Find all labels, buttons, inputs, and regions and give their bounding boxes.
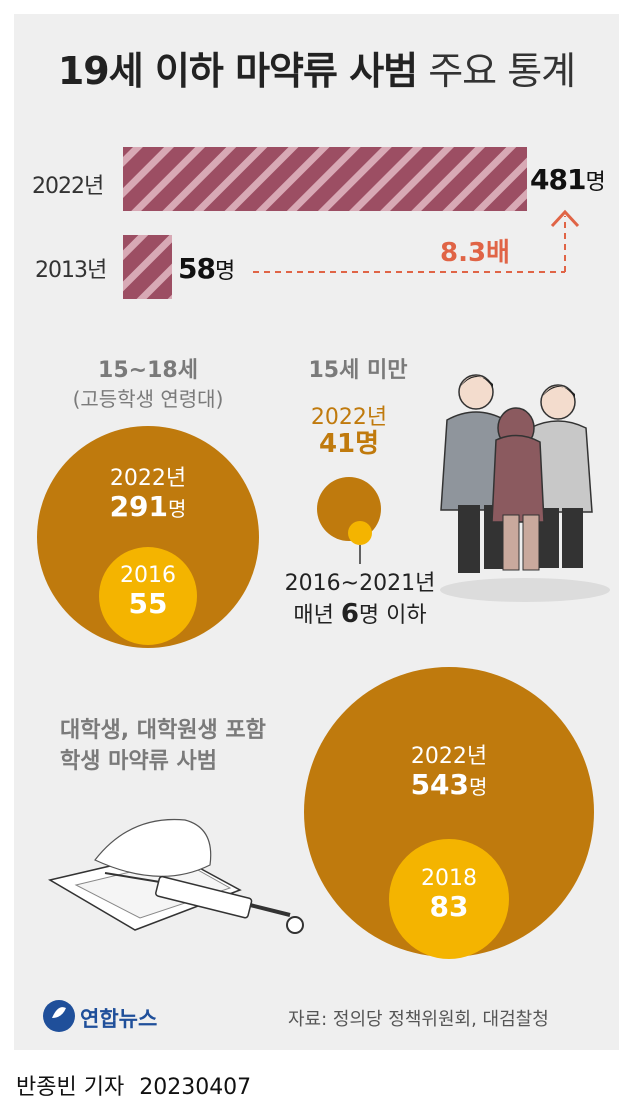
bubble-15-18-inner-year: 2016 [120, 563, 176, 588]
bubble-students-inner-year: 2018 [421, 866, 477, 891]
bubble-under15-inner [348, 521, 372, 545]
bubble-15-18-outer-text: 2022년 291명 [68, 466, 228, 523]
bubble-15-18-outer [37, 426, 259, 648]
bubble-students-year: 2022년 [410, 744, 488, 769]
bar-label-2022: 2022년 [32, 174, 104, 199]
yonhap-logo-icon [43, 1000, 75, 1032]
title-light: 주요 통계 [428, 49, 576, 93]
group-under15-title: 15세 미만 [308, 358, 408, 383]
bar-2022 [123, 147, 527, 211]
source-text: 자료: 정의당 정책위원회, 대검찰청 [288, 1009, 549, 1030]
logo-text: 연합뉴스 [80, 1007, 158, 1031]
bubble-students-inner [389, 839, 509, 959]
bubble-15-18-inner-text: 2016 55 [108, 563, 188, 620]
students-illustration [440, 374, 610, 602]
bar-2013 [123, 235, 172, 299]
page-title: 19세 이하 마약류 사범 주요 통계 [0, 40, 633, 95]
group-15-18-subtitle: (고등학생 연령대) [72, 387, 224, 411]
bar-value-2022: 481명 [530, 163, 606, 196]
bubble-students-outer [304, 667, 594, 957]
bubble-students-value: 543명 [410, 768, 488, 802]
ratio-arrow [253, 209, 580, 273]
bubble-students-inner-text: 2018 83 [399, 866, 499, 923]
under15-note: 2016~2021년 매년 6명 이하 [265, 570, 455, 630]
ratio-label: 8.3배 [440, 238, 510, 268]
syringe-illustration [48, 818, 304, 934]
bubble-under15-value: 41명 [318, 429, 380, 460]
bubble-15-18-year: 2022년 [109, 466, 187, 491]
bubble-under15-text: 2022년 41명 [299, 405, 399, 460]
bar-chart [123, 147, 580, 299]
bubble-students-inner-value: 83 [429, 890, 469, 924]
bar-label-2013: 2013년 [35, 258, 107, 283]
bubble-15-18-inner [99, 547, 197, 645]
byline: 반종빈 기자 20230407 [16, 1069, 251, 1101]
title-bold: 19세 이하 마약류 사범 [57, 49, 418, 93]
group-15-18-title: 15~18세 [98, 358, 198, 383]
students-group-title: 대학생, 대학원생 포함 학생 마약류 사범 [60, 718, 266, 774]
bar-value-2013: 58명 [178, 252, 235, 285]
under15-note-count: 매년 6명 이하 [293, 598, 427, 629]
reporter-name: 반종빈 기자 [16, 1075, 125, 1100]
bubble-students-outer-text: 2022년 543명 [369, 744, 529, 801]
under15-note-years: 2016~2021년 [284, 571, 436, 596]
bubble-under15-year: 2022년 [310, 405, 388, 430]
bubble-15-18-value: 291명 [109, 490, 187, 524]
bubble-15-18-inner-value: 55 [128, 587, 168, 621]
byline-date: 20230407 [139, 1075, 252, 1100]
